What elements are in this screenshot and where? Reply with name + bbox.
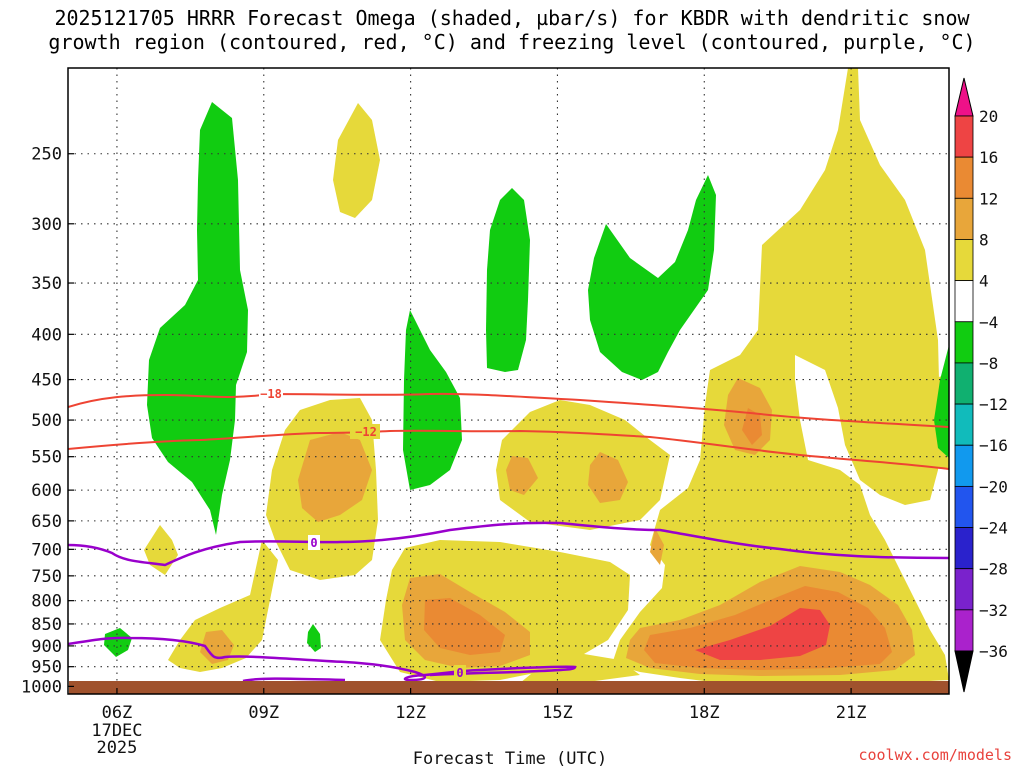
omega-green-right-edge [934, 345, 949, 458]
omega-dkorange-right-small [742, 408, 762, 445]
colorbar-segment-3 [954, 197, 974, 240]
chart-title-line-1: 2025121705 HRRR Forecast Omega (shaded, … [54, 6, 970, 30]
colorbar-label-12: −32 [979, 601, 1008, 620]
omega-green-column-4 [588, 175, 716, 380]
contour-zero-lower-line [68, 636, 577, 682]
colorbar-label-13: −36 [979, 642, 1008, 661]
grid-lines [68, 68, 949, 694]
x-tick-label-06Z: 06Z [102, 703, 133, 723]
omega-green-column-3 [486, 188, 530, 372]
y-tick-label-300: 300 [31, 215, 62, 235]
omega-yellow-bottom-strip [520, 650, 640, 683]
x-axis-label: Forecast Time (UTC) [413, 749, 607, 768]
y-tick-label-450: 450 [31, 371, 62, 391]
contour-label-zero-upper: 0 [310, 536, 317, 550]
y-tick-label-850: 850 [31, 615, 62, 635]
colorbar-segment-5 [954, 280, 974, 323]
y-tick-label-600: 600 [31, 481, 62, 501]
colorbar-segment-2 [954, 156, 974, 199]
contour-labels: −18 −12 0 0 [259, 386, 466, 680]
colorbar-label-11: −28 [979, 560, 1008, 579]
omega-green-column-2 [403, 310, 462, 490]
y-tick-label-900: 900 [31, 637, 62, 657]
colorbar-top-arrow [954, 77, 974, 117]
credit-text: coolwx.com/models [858, 746, 1012, 764]
pressure-axis: 2503003504004505005506006507007508008509… [21, 145, 74, 697]
colorbar-segment-7 [954, 362, 974, 405]
omega-yellow-upper-right [612, 68, 949, 683]
contour-label-zero-lower: 0 [456, 666, 463, 680]
colorbar-label-3: 8 [979, 230, 989, 249]
contour-lines [68, 392, 949, 683]
colorbar-segment-8 [954, 403, 974, 446]
omega-orange-small-1 [506, 456, 538, 495]
contour-label-minus12: −12 [355, 425, 377, 439]
y-tick-label-350: 350 [31, 274, 62, 294]
omega-green-small-middle [307, 624, 321, 652]
colorbar-label-4: 4 [979, 272, 989, 291]
colorbar: 20 16 12 8 4 −4 −8 −12 −16 −20 −24 −28 −32 −36 [954, 77, 1008, 693]
chart-title: 2025121705 HRRR Forecast Omega (shaded, … [0, 6, 1024, 54]
colorbar-segment-9 [954, 444, 974, 487]
colorbar-segment-1 [954, 115, 974, 158]
colorbar-bottom-arrow [954, 650, 974, 693]
colorbar-label-1: 16 [979, 148, 998, 167]
contour-zero-upper-line [68, 521, 949, 567]
x-tick-label-09Z: 09Z [248, 703, 279, 723]
chart-title-line-2: growth region (contoured, red, °C) and f… [48, 30, 976, 54]
y-tick-label-400: 400 [31, 325, 62, 345]
plot-frame [67, 67, 950, 695]
colorbar-label-9: −20 [979, 477, 1008, 496]
colorbar-label-0: 20 [979, 107, 998, 126]
colorbar-label-6: −8 [979, 354, 998, 373]
x-tick-sublabel-06Z-0: 17DEC [91, 721, 142, 741]
y-tick-label-650: 650 [31, 512, 62, 532]
omega-shading [104, 68, 949, 683]
colorbar-label-5: −4 [979, 313, 998, 332]
y-tick-label-750: 750 [31, 567, 62, 587]
x-tick-label-18Z: 18Z [689, 703, 720, 723]
colorbar-label-7: −12 [979, 395, 1008, 414]
x-tick-label-12Z: 12Z [395, 703, 426, 723]
y-tick-label-250: 250 [31, 145, 62, 165]
colorbar-segment-11 [954, 527, 974, 570]
x-tick-sublabel-06Z-1: 2025 [96, 738, 137, 758]
y-tick-label-500: 500 [31, 411, 62, 431]
y-tick-label-1000: 1000 [21, 677, 62, 697]
omega-orange-small-3 [650, 528, 664, 565]
colorbar-segment-6 [954, 321, 974, 364]
y-tick-label-550: 550 [31, 448, 62, 468]
omega-yellow-small-left [144, 525, 178, 575]
omega-yellow-top-blob [333, 103, 380, 218]
colorbar-label-2: 12 [979, 189, 998, 208]
x-tick-label-15Z: 15Z [542, 703, 573, 723]
contour-minus12-line [68, 429, 949, 470]
colorbar-label-8: −16 [979, 436, 1008, 455]
colorbar-segment-13 [954, 609, 974, 652]
ground-strip [69, 681, 949, 694]
colorbar-segment-12 [954, 568, 974, 611]
colorbar-label-10: −24 [979, 519, 1008, 538]
omega-green-left-column [147, 102, 248, 535]
omega-yellow-left-bottom [168, 540, 278, 672]
omega-red-core [695, 608, 830, 660]
omega-orange-small-2 [588, 452, 628, 503]
colorbar-segment-4 [954, 239, 974, 282]
contour-minus18-line [68, 392, 949, 428]
contour-label-minus18: −18 [260, 387, 282, 401]
omega-orange-small-4 [200, 630, 234, 664]
omega-dkorange-lower-mid [424, 598, 505, 655]
contour-zero-bottom-line [242, 677, 346, 683]
omega-orange-left [298, 432, 372, 522]
colorbar-segment-10 [954, 485, 974, 528]
omega-green-small-left [104, 628, 132, 657]
x-tick-label-21Z: 21Z [836, 703, 867, 723]
y-tick-label-950: 950 [31, 658, 62, 678]
y-tick-label-700: 700 [31, 540, 62, 560]
y-tick-label-800: 800 [31, 592, 62, 612]
